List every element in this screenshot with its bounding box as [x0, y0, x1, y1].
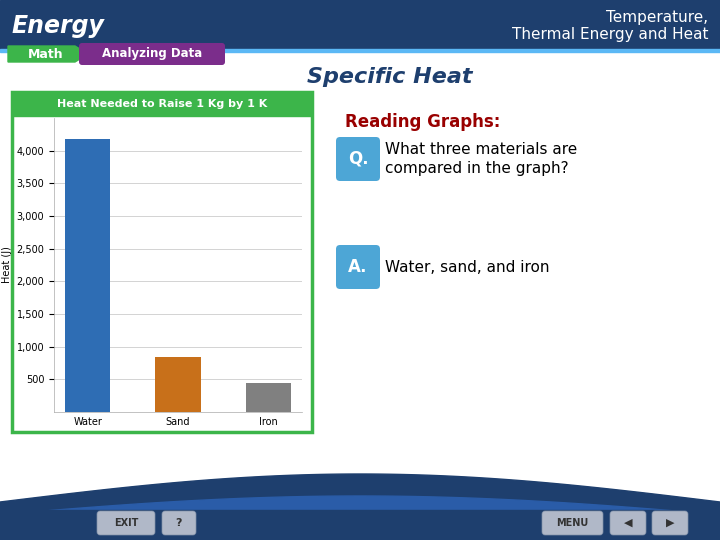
Bar: [12, 92, 312, 432]
Text: Math: Math: [28, 48, 64, 60]
FancyBboxPatch shape: [97, 511, 155, 535]
Bar: [0, 0, 720, 50]
FancyBboxPatch shape: [336, 245, 380, 289]
Text: Q.: Q.: [348, 150, 369, 168]
Text: MENU: MENU: [556, 518, 588, 528]
Bar: [66, 139, 110, 412]
Bar: [0, 510, 720, 540]
Text: Energy: Energy: [12, 14, 105, 38]
Text: Temperature,
Thermal Energy and Heat: Temperature, Thermal Energy and Heat: [511, 10, 708, 42]
Bar: [246, 383, 291, 412]
Text: Heat Needed to Raise 1 Kg by 1 K: Heat Needed to Raise 1 Kg by 1 K: [57, 99, 267, 109]
Text: What three materials are
compared in the graph?: What three materials are compared in the…: [385, 141, 577, 177]
Text: Reading Graphs:: Reading Graphs:: [345, 113, 500, 131]
FancyBboxPatch shape: [336, 137, 380, 181]
Text: ?: ?: [176, 518, 182, 528]
FancyBboxPatch shape: [610, 511, 646, 535]
FancyBboxPatch shape: [162, 511, 196, 535]
Text: Water, sand, and iron: Water, sand, and iron: [385, 260, 549, 274]
FancyBboxPatch shape: [542, 511, 603, 535]
Text: A.: A.: [348, 258, 368, 276]
FancyBboxPatch shape: [0, 50, 720, 485]
Bar: [12, 92, 312, 116]
Text: ▶: ▶: [666, 518, 674, 528]
Text: Analyzing Data: Analyzing Data: [102, 48, 202, 60]
FancyBboxPatch shape: [79, 43, 225, 65]
Bar: [0, 49, 720, 52]
Y-axis label: Heat (J): Heat (J): [2, 247, 12, 284]
Polygon shape: [8, 46, 88, 62]
Text: Specific Heat: Specific Heat: [307, 67, 473, 87]
Text: EXIT: EXIT: [114, 518, 138, 528]
FancyBboxPatch shape: [652, 511, 688, 535]
Text: ◀: ◀: [624, 518, 632, 528]
Bar: [156, 357, 201, 412]
